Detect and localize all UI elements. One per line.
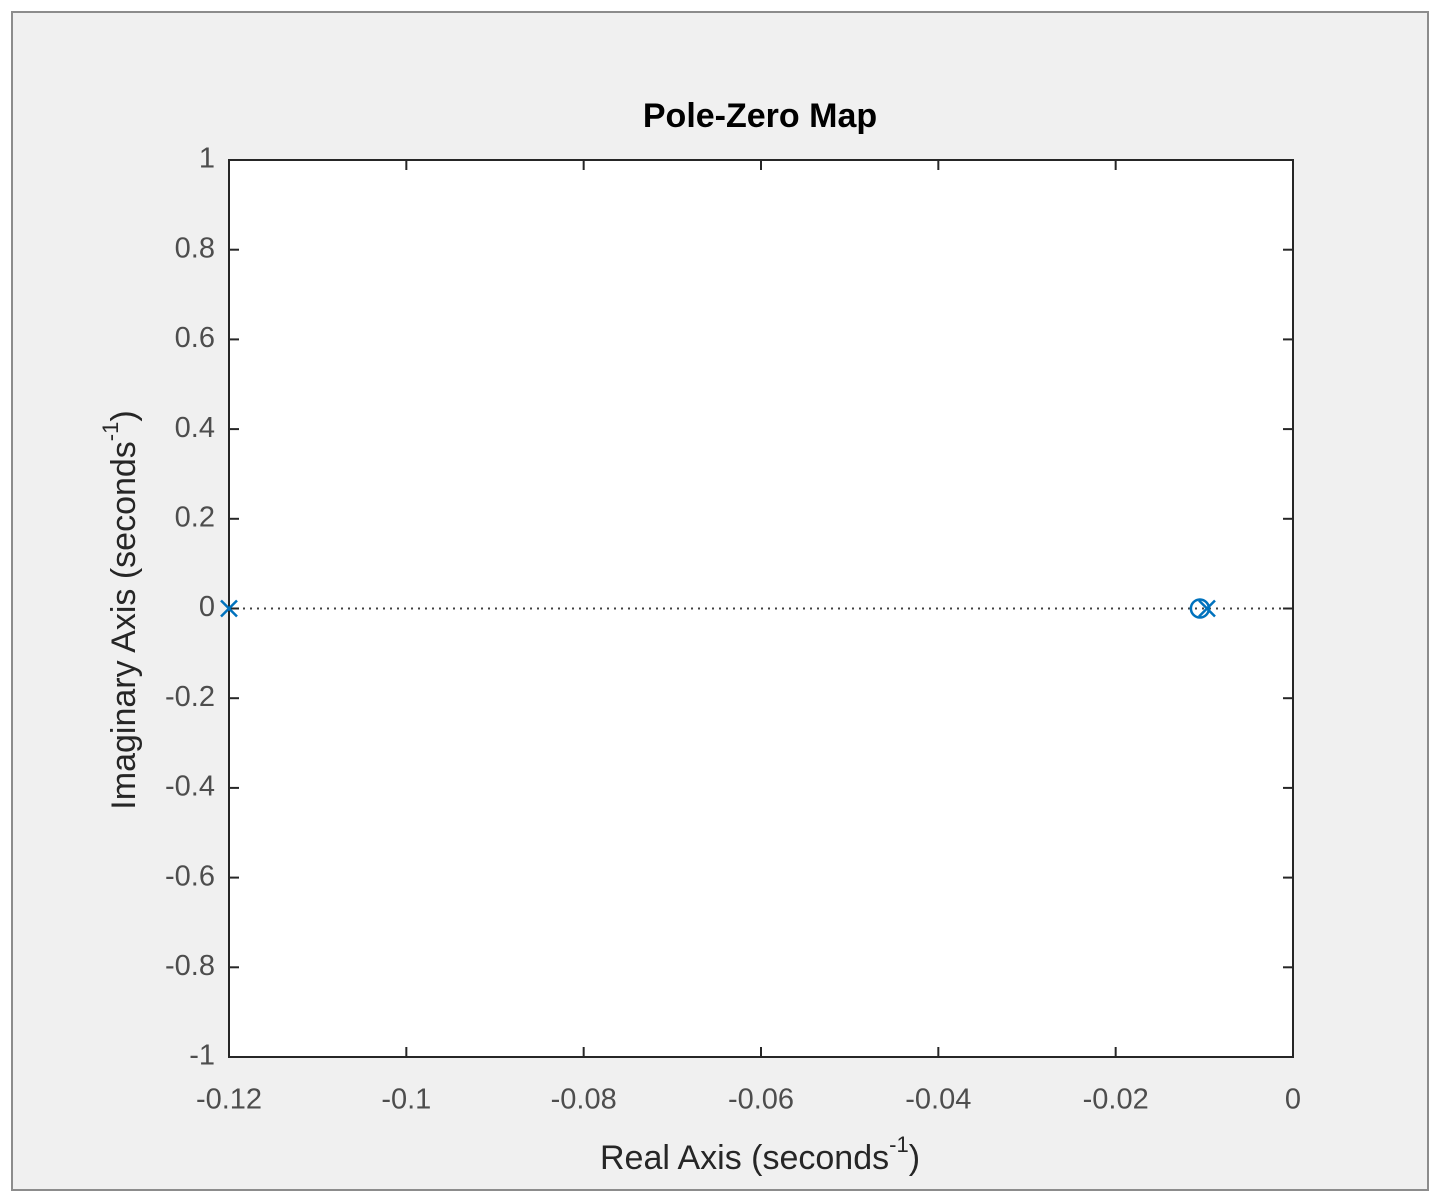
y-axis-label: Imaginary Axis (seconds-1) (98, 410, 143, 809)
x-tick-label: -0.04 (905, 1084, 971, 1116)
y-tick-label: -0.4 (165, 771, 215, 803)
y-axis-label-end: ) (105, 410, 143, 421)
x-tick-label: -0.02 (1083, 1084, 1149, 1116)
x-axis-label-sup: -1 (889, 1132, 909, 1157)
x-tick-label: 0 (1285, 1084, 1301, 1116)
x-axis-label-text: Real Axis (seconds (600, 1139, 889, 1177)
y-tick-label: -0.2 (165, 681, 215, 713)
y-tick-label: 0.6 (175, 322, 215, 354)
y-axis-label-sup: -1 (98, 422, 123, 442)
x-tick-label: -0.1 (381, 1084, 431, 1116)
y-tick-label: -0.8 (165, 950, 215, 982)
y-tick-label: -1 (189, 1040, 215, 1072)
y-tick-label: 0 (199, 591, 215, 623)
y-axis-label-text: Imaginary Axis (seconds (105, 441, 143, 810)
x-axis-label: Real Axis (seconds-1) (600, 1132, 920, 1177)
y-tick-label: 0.8 (175, 232, 215, 264)
y-tick-label: 0.2 (175, 501, 215, 533)
x-tick-label: -0.06 (728, 1084, 794, 1116)
x-tick-label: -0.12 (196, 1084, 262, 1116)
x-tick-label: -0.08 (551, 1084, 617, 1116)
y-tick-label: -0.6 (165, 860, 215, 892)
pole-marker (220, 599, 238, 618)
zero-marker (1189, 598, 1211, 619)
x-axis-label-end: ) (909, 1139, 920, 1177)
y-tick-label: 1 (199, 143, 215, 175)
chart-title: Pole-Zero Map (643, 97, 877, 135)
y-tick-label: 0.4 (175, 412, 215, 444)
pole-marker (1198, 599, 1216, 618)
